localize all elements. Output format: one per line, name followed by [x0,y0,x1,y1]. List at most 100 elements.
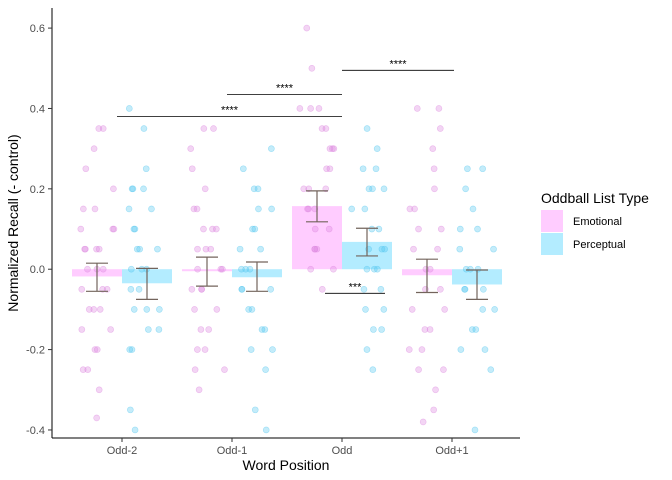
point-perceptual-odd [363,125,371,132]
point-emotional-odd+1 [413,105,421,112]
point-perceptual-odd-1 [257,245,264,253]
point-emotional-odd-1 [221,366,228,373]
point-emotional-odd+1 [415,366,422,373]
point-perceptual-odd-2 [154,245,161,253]
point-perceptual-odd [375,225,383,233]
point-perceptual-odd+1 [464,165,471,173]
point-emotional-odd+1 [419,418,427,426]
point-emotional-odd-2 [80,205,87,213]
point-perceptual-odd-2 [131,426,139,434]
point-perceptual-odd-1 [262,366,269,373]
point-emotional-odd [329,145,336,152]
x-tick-label: Odd [332,445,353,457]
point-perceptual-odd-2 [131,225,139,233]
point-emotional-odd-2 [93,414,100,422]
point-emotional-odd [311,205,319,213]
point-emotional-odd+1 [405,346,413,353]
point-perceptual-odd [363,265,371,273]
point-emotional-odd [315,105,323,112]
error-bar-perceptual-odd [356,227,378,257]
point-emotional-odd-2 [85,306,93,313]
point-perceptual-odd-2 [126,346,134,353]
point-emotional-odd-1 [194,265,201,273]
point-emotional-odd-1 [200,225,207,233]
point-emotional-odd-2 [95,386,103,394]
point-perceptual-odd-1 [249,225,256,233]
point-perceptual-odd+1 [467,265,474,273]
point-perceptual-odd+1 [457,346,465,353]
point-emotional-odd-1 [198,286,205,293]
y-tick-label: 0.0 [30,264,45,276]
point-perceptual-odd [380,306,388,313]
x-ticks: Odd-2 Odd-1 Odd Odd+1 [107,438,469,457]
x-axis-title: Word Position [243,457,330,473]
legend-label-emotional: Emotional [573,216,622,228]
point-perceptual-odd-1 [254,185,262,193]
point-perceptual-odd+1 [461,286,469,293]
point-emotional-odd+1 [432,386,439,394]
point-emotional-odd+1 [430,165,438,173]
y-tick-label: 0.6 [30,23,45,35]
point-emotional-odd-2 [95,245,103,253]
point-perceptual-odd-2 [140,125,148,132]
point-emotional-odd [307,265,314,273]
point-emotional-odd-1 [213,225,220,233]
y-tick-label: -0.4 [26,425,45,437]
point-emotional-odd-1 [194,245,201,253]
point-perceptual-odd-2 [140,185,147,193]
point-emotional-odd-1 [217,265,225,273]
point-perceptual-odd [381,245,388,253]
point-perceptual-odd [359,165,367,173]
error-bar-perceptual-odd+1 [466,269,488,300]
point-emotional-odd [323,165,330,173]
point-perceptual-odd+1 [456,245,464,253]
point-emotional-odd [303,24,311,32]
point-emotional-odd [318,125,326,132]
point-emotional-odd-2 [91,346,99,353]
point-perceptual-odd+1 [456,225,464,233]
point-perceptual-odd-2 [138,265,146,273]
point-emotional-odd [330,265,337,273]
axes [51,8,520,439]
point-emotional-odd-2 [82,245,89,253]
point-perceptual-odd-2 [136,245,143,253]
point-perceptual-odd-2 [128,265,135,273]
x-tick-label: Odd+1 [435,445,468,457]
point-emotional-odd-2 [93,346,101,353]
point-perceptual-odd-2 [142,165,150,173]
point-emotional-odd-2 [79,366,87,373]
point-perceptual-odd-1 [268,205,275,213]
point-perceptual-odd-1 [267,286,275,293]
point-perceptual-odd [370,326,377,333]
point-emotional-odd [313,245,321,253]
point-perceptual-odd+1 [490,245,497,253]
y-ticks: -0.4 -0.2 0.0 0.2 0.4 0.6 [26,23,52,437]
legend-title: Oddball List Type [541,190,649,206]
significance-bracket: *** [325,281,385,294]
legend-label-perceptual: Perceptual [573,239,626,251]
point-perceptual-odd-1 [262,426,270,434]
point-emotional-odd [296,105,304,112]
significance-bracket: **** [117,105,342,117]
point-emotional-odd-2 [91,205,99,213]
point-perceptual-odd-2 [125,205,133,213]
error-bar-perceptual-odd-1 [246,261,268,292]
point-emotional-odd-1 [191,306,198,313]
point-emotional-odd-1 [191,366,199,373]
point-perceptual-odd-2 [127,286,135,293]
point-perceptual-odd+1 [469,205,477,213]
point-emotional-odd+1 [410,245,417,253]
x-tick-label: Odd-1 [217,445,248,457]
point-perceptual-odd-2 [130,306,138,313]
point-perceptual-odd-1 [268,145,275,152]
point-perceptual-odd+1 [481,346,489,353]
point-emotional-odd [308,64,316,72]
point-perceptual-odd+1 [472,326,480,333]
error-bar-emotional-odd-1 [196,256,218,287]
point-emotional-odd-2 [90,145,98,152]
point-perceptual-odd [377,286,385,293]
point-emotional-odd-1 [213,306,221,313]
point-perceptual-odd-2 [148,205,155,213]
point-perceptual-odd-2 [129,185,137,193]
point-perceptual-odd-1 [251,406,259,414]
